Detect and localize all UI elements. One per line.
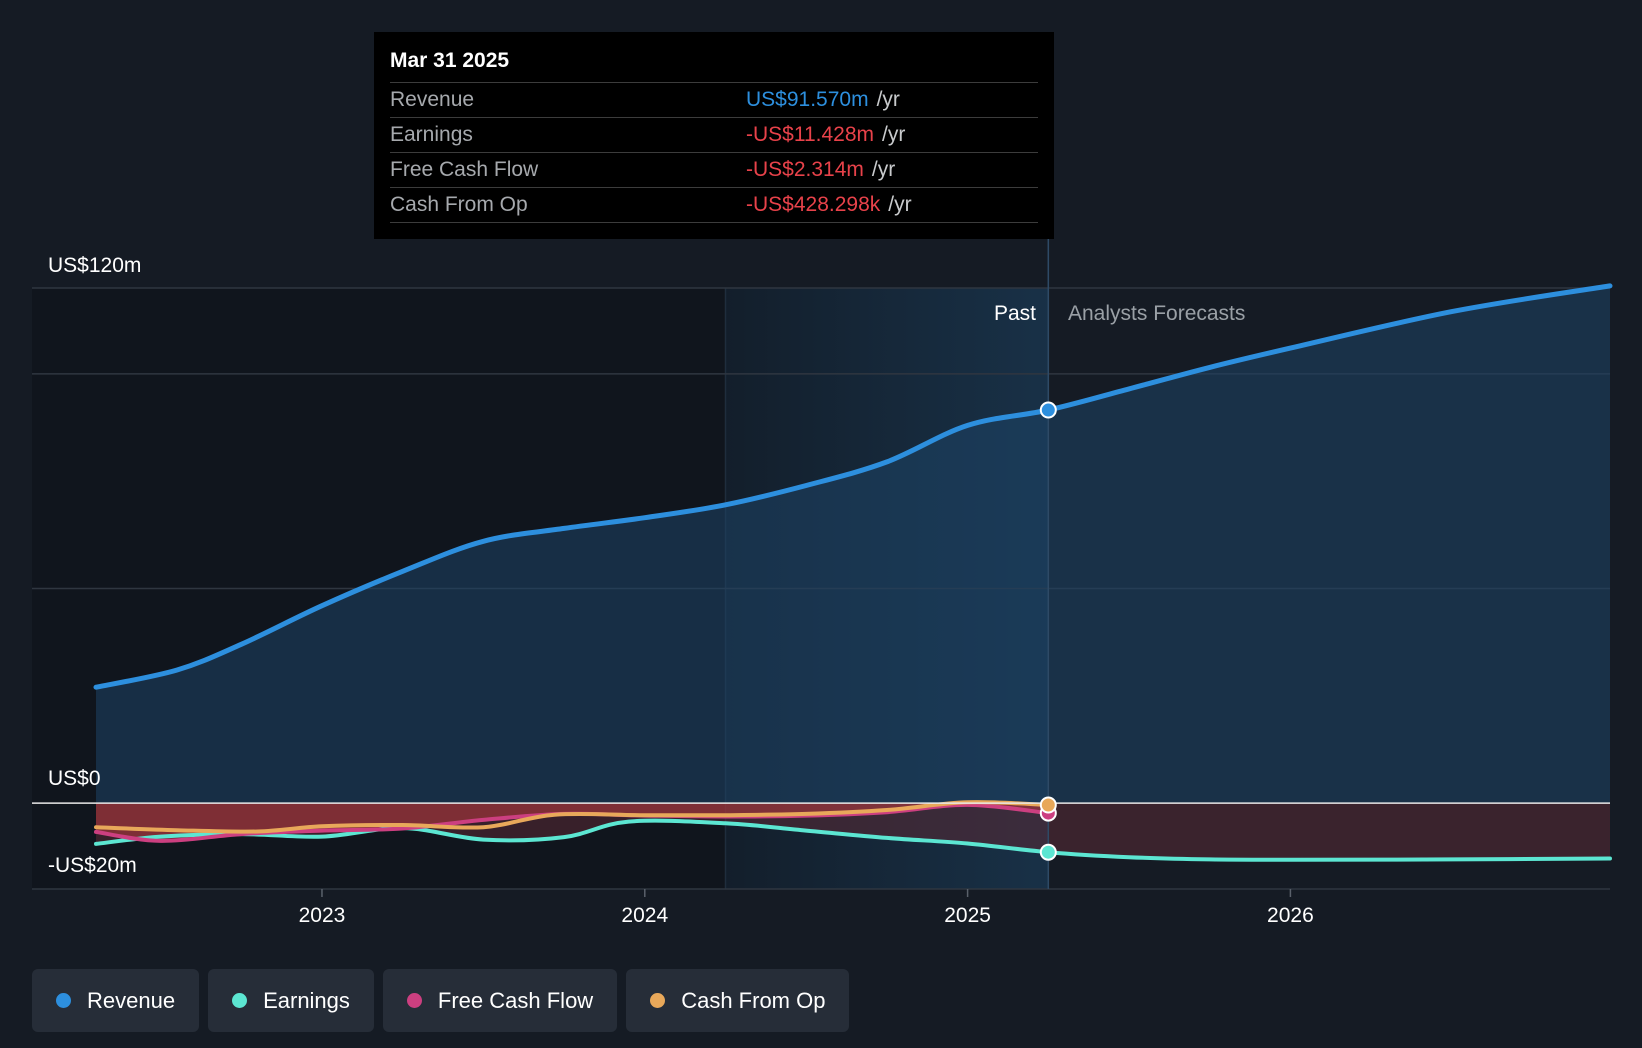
y-axis-label-zero: US$0 (48, 767, 101, 790)
tooltip-unit: /yr (882, 123, 906, 146)
x-tick-label-2026: 2026 (1267, 904, 1314, 927)
tooltip-date: Mar 31 2025 (390, 49, 510, 72)
past-label: Past (994, 302, 1036, 325)
revenue-line (93, 283, 1613, 690)
legend-label: Free Cash Flow (437, 987, 594, 1013)
legend-label: Earnings (263, 987, 350, 1013)
legend-dot-icon (56, 993, 71, 1008)
earnings-marker (1039, 843, 1057, 861)
chart-legend: Revenue Earnings Free Cash Flow Cash From O… (32, 969, 850, 1032)
tooltip-row-earnings: Earnings -US$11.428m/yr (390, 117, 1038, 152)
cash-from-op-marker (1039, 796, 1057, 814)
forecast-label: Analysts Forecasts (1068, 302, 1245, 325)
x-tick-label-2024: 2024 (621, 904, 668, 927)
revenue-area (96, 285, 1610, 804)
y-axis-label-bottom: -US$20m (48, 854, 137, 877)
legend-label: Revenue (87, 987, 176, 1013)
legend-item-revenue[interactable]: Revenue (32, 969, 200, 1032)
legend-item-cash-from-op[interactable]: Cash From Op (626, 969, 850, 1032)
tooltip-row-revenue: Revenue US$91.570m/yr (390, 82, 1038, 117)
tooltip-value: -US$11.428m (746, 123, 875, 146)
legend-dot-icon (232, 993, 248, 1008)
tooltip-rows: Revenue US$91.570m/yr Earnings -US$11.428m /… (390, 82, 1038, 223)
series-areas (96, 285, 1610, 804)
tooltip-unit: /yr (871, 158, 896, 181)
data-tooltip: Mar 31 2025 Revenue US$91.570m/yr Earnings… (374, 32, 1054, 239)
tooltip-value: -US$2.314m (746, 158, 864, 181)
legend-item-earnings[interactable]: Earnings (208, 969, 374, 1032)
tooltip-value: -US$428.298k (746, 193, 881, 216)
current-value-markers (1039, 401, 1057, 861)
revenue-marker (1039, 401, 1057, 419)
tooltip-label: Cash From Op (390, 193, 528, 216)
cash-from-op-line (94, 800, 1051, 834)
y-axis-label-top: US$120m (48, 254, 141, 277)
tooltip-unit: /yr (876, 88, 900, 111)
tooltip-value: US$91.570m (746, 88, 869, 111)
x-tick-label-2023: 2023 (299, 904, 346, 927)
axis-labels: US$120m US$0 -US$20m Past Analysts Forec… (48, 254, 1245, 877)
legend-dot-icon (406, 993, 422, 1008)
legend-dot-icon (650, 993, 666, 1008)
legend-label: Cash From Op (681, 987, 826, 1013)
tooltip-row-cash-from-op: Cash From Op -US$428.298k/yr (390, 187, 1038, 223)
series-lines (93, 283, 1613, 862)
tooltip-label: Revenue (390, 88, 475, 111)
x-tick-label-2025: 2025 (944, 904, 991, 927)
tooltip-row-free-cash-flow: Free Cash Flow -US$2.314m/yr (390, 152, 1038, 187)
tooltip-label: Free Cash Flow (390, 158, 539, 181)
tooltip-label: Earnings (390, 123, 473, 146)
x-axis-ticks: 2023 2024 2025 2026 (299, 889, 1314, 927)
earnings-line (94, 818, 1612, 862)
legend-item-free-cash-flow[interactable]: Free Cash Flow (382, 969, 618, 1032)
tooltip-unit: /yr (888, 193, 912, 216)
